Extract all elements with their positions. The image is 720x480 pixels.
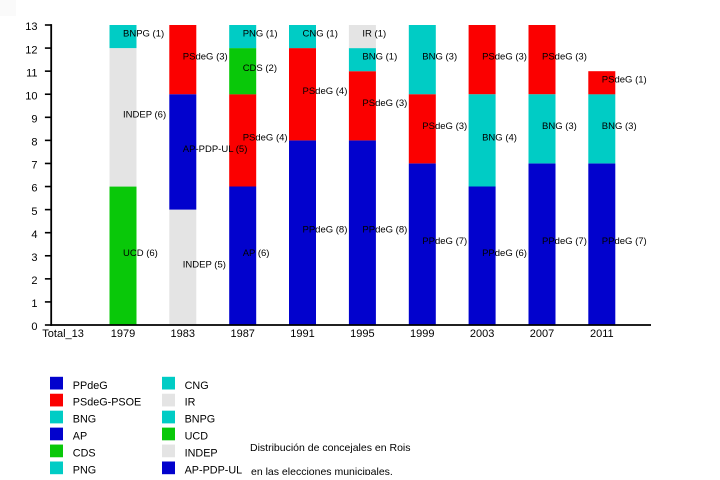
svg-text:PPdeG (8): PPdeG (8): [303, 225, 348, 236]
svg-text:2011: 2011: [590, 328, 614, 340]
svg-text:PSdeG (4): PSdeG (4): [303, 86, 348, 97]
svg-text:1991: 1991: [290, 328, 314, 340]
svg-text:1999: 1999: [410, 328, 434, 340]
svg-text:PSdeG (4): PSdeG (4): [243, 132, 288, 143]
svg-text:0: 0: [31, 321, 37, 333]
svg-text:1983: 1983: [171, 328, 195, 340]
svg-text:PNG (1): PNG (1): [243, 29, 278, 40]
svg-text:PSdeG (3): PSdeG (3): [362, 98, 407, 109]
svg-text:PSdeG-PSOE: PSdeG-PSOE: [73, 397, 141, 409]
svg-text:UCD: UCD: [185, 431, 209, 443]
svg-text:11: 11: [26, 67, 37, 79]
svg-text:PSdeG (3): PSdeG (3): [482, 52, 527, 63]
svg-text:1995: 1995: [350, 328, 374, 340]
svg-text:IR (1): IR (1): [362, 29, 386, 40]
svg-text:INDEP: INDEP: [185, 448, 218, 460]
svg-text:PSdeG (3): PSdeG (3): [422, 121, 467, 132]
svg-text:PPdeG (8): PPdeG (8): [362, 225, 407, 236]
svg-text:1: 1: [31, 298, 37, 310]
svg-text:Total_13: Total_13: [42, 328, 84, 340]
svg-text:en las elecciones municipales.: en las elecciones municipales.: [251, 466, 393, 475]
svg-text:PNG: PNG: [73, 465, 96, 476]
svg-text:Distribución de concejales en: Distribución de concejales en Rois: [250, 442, 411, 454]
svg-text:13: 13: [25, 21, 37, 33]
svg-text:5: 5: [31, 206, 37, 218]
svg-text:1979: 1979: [111, 328, 135, 340]
svg-text:INDEP (6): INDEP (6): [123, 109, 166, 120]
svg-text:BNPG (1): BNPG (1): [123, 29, 164, 40]
svg-text:1987: 1987: [230, 328, 254, 340]
svg-text:BNG: BNG: [73, 414, 96, 426]
svg-text:PPdeG: PPdeG: [73, 380, 108, 392]
svg-text:PPdeG (7): PPdeG (7): [422, 236, 467, 247]
svg-text:3: 3: [31, 252, 37, 264]
svg-text:10: 10: [25, 90, 37, 102]
svg-text:CNG: CNG: [185, 380, 209, 392]
svg-text:PPdeG (7): PPdeG (7): [602, 236, 647, 247]
svg-text:8: 8: [31, 137, 37, 149]
svg-text:6: 6: [31, 183, 37, 195]
svg-text:BNPG: BNPG: [185, 414, 216, 426]
svg-text:INDEP (5): INDEP (5): [183, 259, 226, 270]
svg-text:2007: 2007: [530, 328, 554, 340]
svg-text:2: 2: [31, 275, 37, 287]
svg-text:BNG (3): BNG (3): [602, 121, 637, 132]
svg-text:BNG (1): BNG (1): [362, 52, 397, 63]
svg-text:9: 9: [31, 114, 37, 126]
svg-text:CDS (2): CDS (2): [243, 63, 277, 74]
svg-text:PPdeG (6): PPdeG (6): [482, 248, 527, 259]
svg-text:IR: IR: [185, 397, 196, 409]
svg-text:AP-PDP-UL: AP-PDP-UL: [185, 465, 243, 476]
svg-text:PPdeG (7): PPdeG (7): [542, 236, 587, 247]
svg-text:12: 12: [25, 44, 37, 56]
svg-text:BNG (4): BNG (4): [482, 132, 517, 143]
svg-text:BNG (3): BNG (3): [422, 52, 457, 63]
svg-text:4: 4: [31, 229, 37, 241]
svg-text:BNG (3): BNG (3): [542, 121, 577, 132]
svg-text:PSdeG (3): PSdeG (3): [183, 52, 228, 63]
svg-text:CDS: CDS: [73, 448, 96, 460]
svg-text:AP (6): AP (6): [243, 248, 270, 259]
svg-text:7: 7: [31, 160, 37, 172]
svg-text:CNG (1): CNG (1): [303, 29, 338, 40]
svg-text:2003: 2003: [470, 328, 494, 340]
svg-text:PSdeG (3): PSdeG (3): [542, 52, 587, 63]
svg-text:PSdeG (1): PSdeG (1): [602, 75, 647, 86]
svg-text:AP-PDP-UL (5): AP-PDP-UL (5): [183, 144, 248, 155]
svg-text:UCD (6): UCD (6): [123, 248, 158, 259]
svg-text:AP: AP: [73, 431, 87, 443]
